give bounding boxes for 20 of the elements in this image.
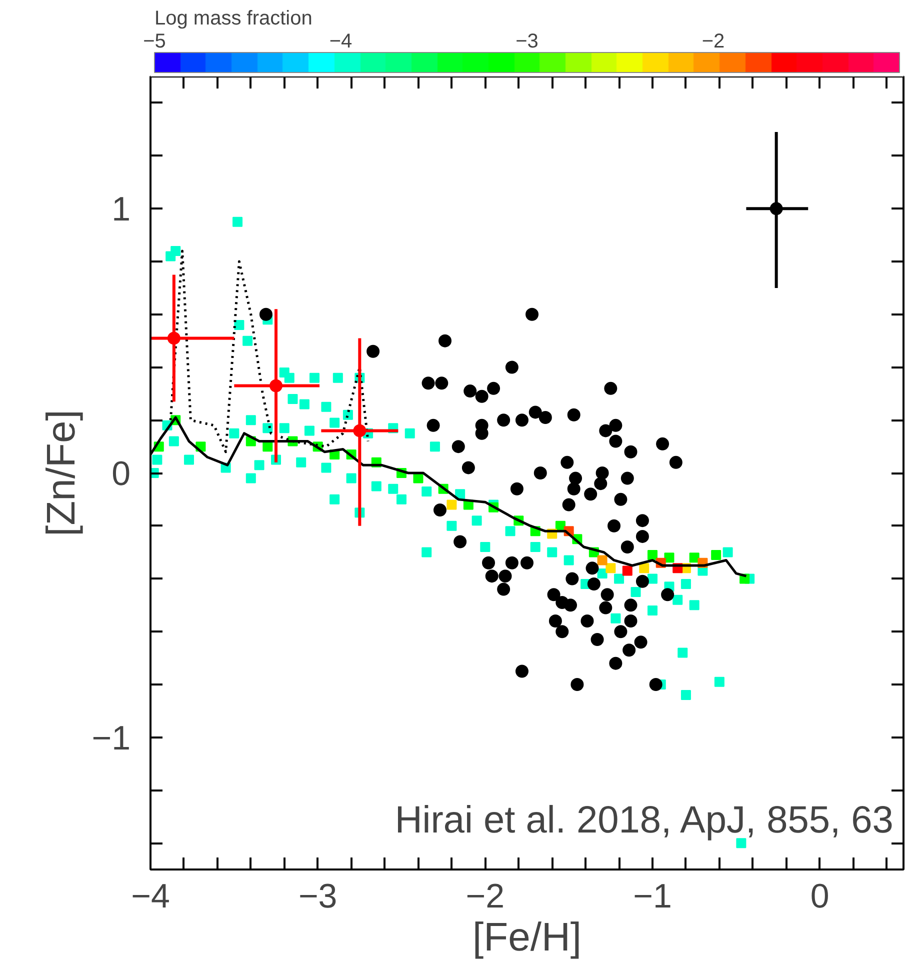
- y-tick-label: 0: [112, 455, 131, 493]
- point: [167, 332, 180, 345]
- x-tick-label: −4: [131, 878, 170, 916]
- x-tick-label: −3: [298, 878, 338, 916]
- x-tick-label: −1: [633, 878, 672, 916]
- x-tick-label: −2: [466, 878, 505, 916]
- y-axis-title: [Zn/Fe]: [40, 410, 84, 536]
- color-bar-label: −5: [143, 30, 166, 52]
- point: [770, 202, 783, 216]
- color-bar-label: −3: [516, 30, 538, 52]
- point: [353, 424, 366, 438]
- color-bar-label: −2: [702, 30, 725, 52]
- x-tick-label: 0: [810, 878, 830, 916]
- annotation: Hirai et al. 2018, ApJ, 855, 63: [394, 800, 894, 842]
- point: [270, 379, 282, 392]
- y-tick-label: 1: [112, 190, 131, 229]
- x-axis-title: [Fe/H]: [472, 916, 582, 960]
- y-tick-label: −1: [92, 719, 130, 758]
- color-bar-title: Log mass fraction: [154, 8, 312, 30]
- color-bar-label: −4: [329, 30, 352, 52]
